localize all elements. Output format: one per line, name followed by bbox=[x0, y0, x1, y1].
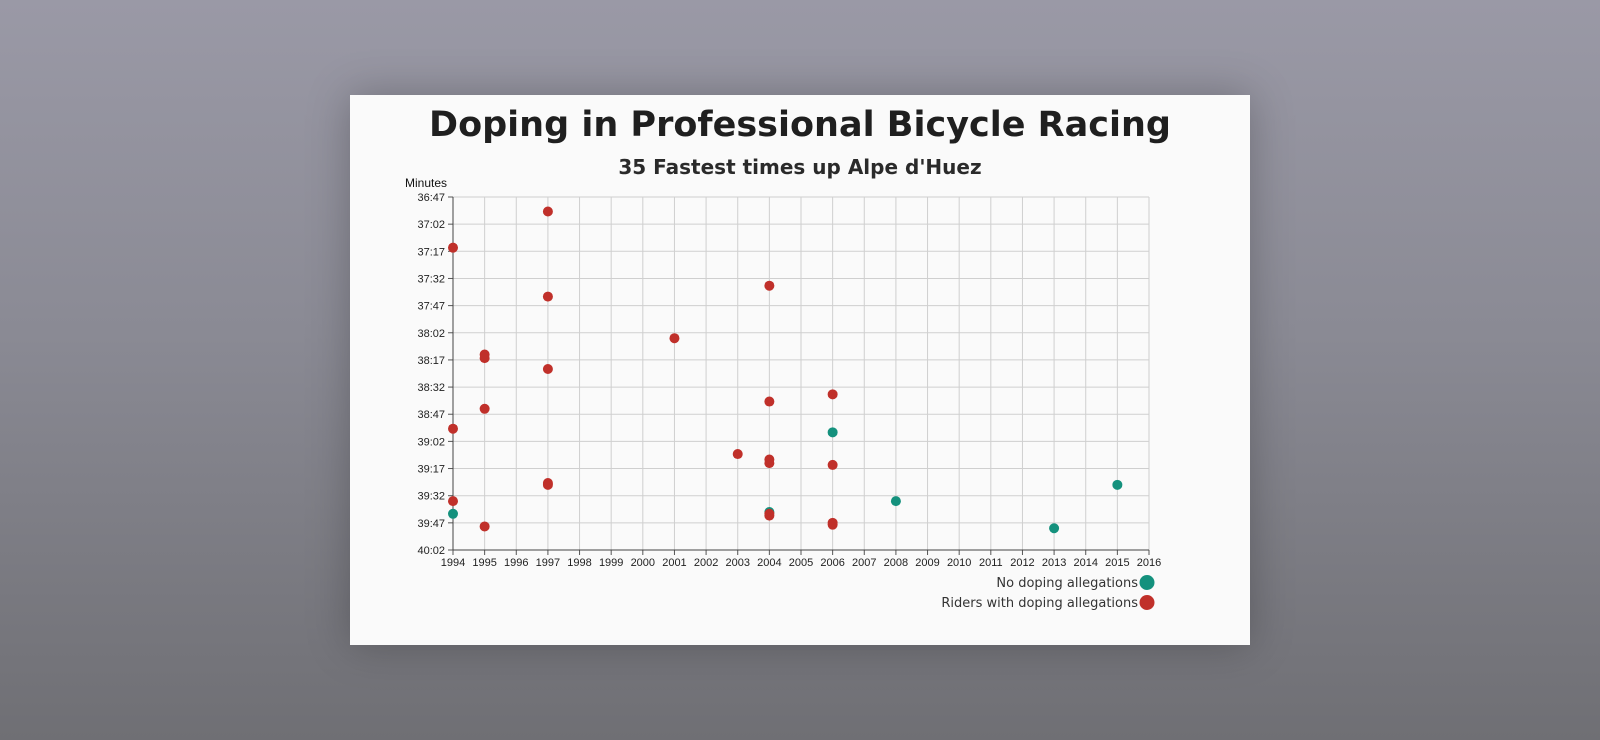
y-tick-label: 38:47 bbox=[417, 409, 445, 421]
scatter-plot: Minutes 1994 1995 1996 1997 1998 1999 2000 2001… bbox=[405, 176, 1161, 611]
data-point-doping[interactable] bbox=[448, 242, 458, 253]
x-tick-label: 2015 bbox=[1105, 557, 1129, 569]
y-tick-label: 40:02 bbox=[417, 545, 445, 557]
x-tick-label: 2001 bbox=[662, 557, 686, 569]
y-tick-label: 39:02 bbox=[417, 436, 445, 448]
x-tick-label: 2012 bbox=[1010, 557, 1034, 569]
data-point-no-doping[interactable] bbox=[1049, 523, 1060, 534]
x-tick-label: 1999 bbox=[599, 557, 623, 569]
data-point-doping[interactable] bbox=[732, 449, 743, 460]
data-points bbox=[448, 206, 1123, 534]
data-point-doping[interactable] bbox=[764, 458, 775, 469]
y-axis-label: Minutes bbox=[405, 176, 447, 190]
y-tick-label: 38:17 bbox=[417, 355, 445, 367]
x-tick-label: 2005 bbox=[789, 557, 813, 569]
data-point-doping[interactable] bbox=[827, 389, 838, 400]
y-tick-label: 39:32 bbox=[417, 491, 445, 503]
data-point-doping[interactable] bbox=[479, 521, 490, 532]
x-ticks: 1994 1995 1996 1997 1998 1999 2000 2001 2002 2003… bbox=[441, 557, 1161, 569]
data-point-doping[interactable] bbox=[669, 333, 680, 344]
x-tick-label: 2013 bbox=[1042, 557, 1066, 569]
y-tick-label: 36:47 bbox=[417, 192, 445, 204]
x-tick-label: 1996 bbox=[504, 557, 528, 569]
data-point-no-doping[interactable] bbox=[448, 508, 458, 519]
x-tick-label: 2008 bbox=[884, 557, 908, 569]
y-tick-label: 37:02 bbox=[417, 219, 445, 231]
legend-swatch-no-doping bbox=[1139, 575, 1155, 590]
data-point-doping[interactable] bbox=[542, 363, 553, 374]
chart-subtitle: 35 Fastest times up Alpe d'Huez bbox=[618, 155, 982, 179]
legend-swatch-doping bbox=[1139, 595, 1155, 610]
data-point-doping[interactable] bbox=[764, 510, 775, 521]
data-point-doping[interactable] bbox=[827, 459, 838, 470]
x-tick-label: 2010 bbox=[947, 557, 971, 569]
data-point-doping[interactable] bbox=[448, 496, 458, 507]
axes bbox=[448, 196, 1150, 555]
y-ticks: 36:47 37:02 37:17 37:32 37:47 38:02 38:17 38:32… bbox=[417, 192, 445, 557]
data-point-doping[interactable] bbox=[542, 206, 553, 217]
data-point-doping[interactable] bbox=[827, 519, 838, 530]
x-tick-label: 2002 bbox=[694, 557, 718, 569]
y-tick-label: 37:47 bbox=[417, 301, 445, 313]
y-tick-label: 37:32 bbox=[417, 273, 445, 285]
x-tick-label: 2000 bbox=[631, 557, 655, 569]
data-point-doping[interactable] bbox=[542, 479, 553, 490]
x-tick-label: 2003 bbox=[725, 557, 749, 569]
y-tick-label: 38:32 bbox=[417, 382, 445, 394]
x-tick-label: 1994 bbox=[441, 557, 465, 569]
data-point-no-doping[interactable] bbox=[890, 496, 901, 507]
y-tick-label: 38:02 bbox=[417, 328, 445, 340]
data-point-doping[interactable] bbox=[479, 403, 490, 414]
x-tick-label: 2011 bbox=[979, 557, 1003, 569]
data-point-doping[interactable] bbox=[764, 280, 775, 291]
data-point-doping[interactable] bbox=[542, 291, 553, 302]
y-tick-label: 39:17 bbox=[417, 464, 445, 476]
data-point-no-doping[interactable] bbox=[1112, 479, 1123, 490]
x-tick-label: 1998 bbox=[567, 557, 591, 569]
chart-card: Doping in Professional Bicycle Racing 35… bbox=[350, 95, 1250, 645]
x-tick-label: 2009 bbox=[915, 557, 939, 569]
grid bbox=[452, 196, 1150, 551]
x-tick-label: 2007 bbox=[852, 557, 876, 569]
data-point-doping[interactable] bbox=[764, 396, 775, 407]
x-tick-label: 2016 bbox=[1137, 557, 1161, 569]
y-tick-label: 37:17 bbox=[417, 246, 445, 258]
legend: No doping allegations Riders with doping… bbox=[941, 575, 1155, 611]
y-tick-label: 39:47 bbox=[417, 518, 445, 530]
data-point-no-doping[interactable] bbox=[827, 427, 838, 438]
x-tick-label: 2006 bbox=[820, 557, 844, 569]
data-point-doping[interactable] bbox=[448, 423, 458, 434]
legend-label-no-doping: No doping allegations bbox=[996, 576, 1138, 591]
x-tick-label: 1995 bbox=[472, 557, 496, 569]
x-tick-label: 2014 bbox=[1073, 557, 1097, 569]
chart-title: Doping in Professional Bicycle Racing bbox=[429, 105, 1171, 145]
legend-label-doping: Riders with doping allegations bbox=[941, 596, 1138, 611]
data-point-doping[interactable] bbox=[479, 353, 490, 364]
x-tick-label: 2004 bbox=[757, 557, 781, 569]
x-tick-label: 1997 bbox=[536, 557, 560, 569]
